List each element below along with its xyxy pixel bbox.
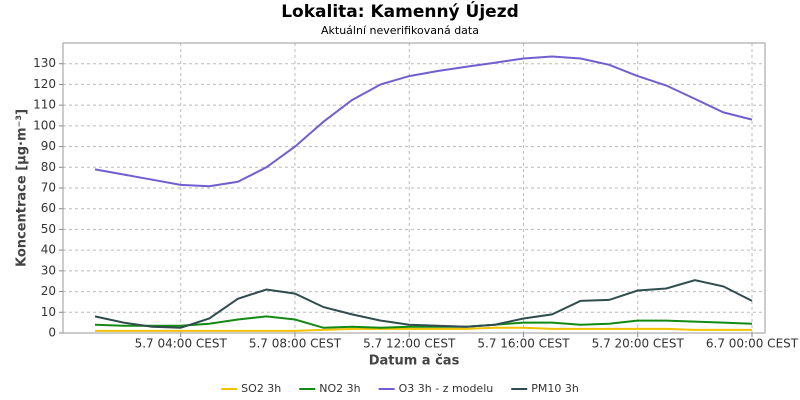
y-tick-label: 100: [33, 118, 56, 132]
legend-label: NO2 3h: [319, 382, 360, 395]
x-tick-label: 5.7 20:00 CEST: [592, 337, 685, 351]
chart-title: Lokalita: Kamenný Újezd: [281, 0, 519, 22]
y-tick-label: 70: [41, 181, 56, 195]
x-axis-label: Datum a čas: [369, 354, 460, 369]
y-tick-label: 0: [48, 326, 56, 340]
y-tick-label: 90: [41, 139, 56, 153]
y-tick-label: 40: [41, 243, 56, 257]
y-tick-label: 110: [33, 98, 56, 112]
legend-label: O3 3h - z modelu: [399, 382, 494, 395]
y-tick-label: 30: [41, 263, 56, 277]
series-line: [95, 326, 752, 332]
x-tick-label: 5.7 12:00 CEST: [363, 337, 456, 351]
x-tick-label: 5.7 08:00 CEST: [249, 337, 342, 351]
y-tick-label: 20: [41, 284, 56, 298]
series-line: [94, 279, 753, 329]
series-line: [94, 315, 753, 329]
chart-subtitle: Aktuální neverifikovaná data: [321, 24, 479, 37]
y-tick-label: 120: [33, 77, 56, 91]
legend-label: SO2 3h: [241, 382, 281, 395]
y-tick-label: 10: [41, 305, 56, 319]
x-tick-label: 5.7 04:00 CEST: [135, 337, 228, 351]
y-tick-label: 60: [41, 201, 56, 215]
legend-label: PM10 3h: [531, 382, 579, 395]
y-axis-label: Koncentrace [µg·m⁻³]: [15, 109, 30, 267]
x-tick-label: 5.7 16:00 CEST: [477, 337, 570, 351]
y-tick-label: 80: [41, 160, 56, 174]
legend: SO2 3h NO2 3h O3 3h - z modelu PM10 3h: [221, 382, 579, 395]
series-line: [94, 55, 753, 188]
y-tick-label: 50: [41, 222, 56, 236]
x-tick-label: 6.7 00:00 CEST: [706, 337, 799, 351]
plot-border: [62, 42, 766, 334]
y-tick-label: 130: [33, 56, 56, 70]
